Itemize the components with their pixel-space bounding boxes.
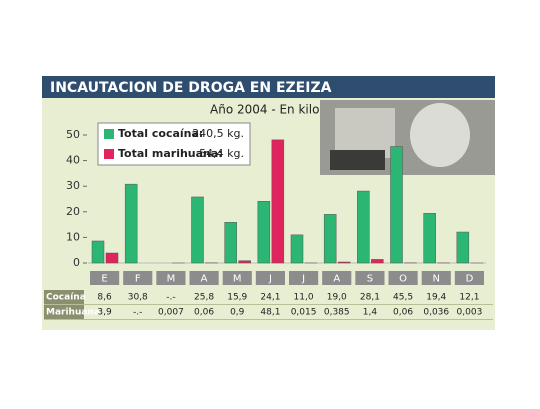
data-label: 19,0 <box>327 293 347 303</box>
bar <box>192 197 204 263</box>
data-label: 30,8 <box>128 293 148 303</box>
bar <box>125 184 137 263</box>
y-tick-label: 20 <box>66 205 80 218</box>
data-label: 0,385 <box>324 308 350 318</box>
x-tick-label: O <box>399 274 407 285</box>
bar <box>371 259 383 263</box>
legend-total: 54,4 kg. <box>199 147 244 160</box>
data-label: 0,06 <box>194 308 214 318</box>
x-tick-label: D <box>466 274 474 285</box>
data-label: 28,1 <box>360 293 380 303</box>
bar <box>272 140 284 263</box>
data-label: 12,1 <box>459 293 479 303</box>
bar <box>92 241 104 263</box>
x-tick-label: J <box>268 274 272 285</box>
bar <box>225 222 237 263</box>
data-label: 11,0 <box>294 293 314 303</box>
row-label: Cocaína <box>46 293 86 303</box>
photo-shape <box>410 103 470 167</box>
legend-swatch <box>104 129 114 139</box>
data-label: 19,4 <box>426 293 446 303</box>
x-tick-label: N <box>433 274 440 285</box>
data-label: 0,003 <box>457 308 483 318</box>
data-label: 1,4 <box>363 308 378 318</box>
x-tick-label: M <box>233 274 242 285</box>
data-label: 25,8 <box>194 293 214 303</box>
x-tick-label: F <box>135 274 141 285</box>
row-label: Marihuana <box>46 308 100 318</box>
bar <box>258 201 270 263</box>
data-label: 0,9 <box>230 308 245 318</box>
x-tick-label: S <box>367 274 373 285</box>
chart-title: INCAUTACION DE DROGA EN EZEIZA <box>50 80 332 96</box>
bar <box>391 147 403 263</box>
data-label: 0,015 <box>291 308 317 318</box>
bar <box>338 262 350 263</box>
chart-subtitle: Año 2004 - En kilos <box>210 103 326 117</box>
photo-shape <box>330 150 385 170</box>
data-label: 48,1 <box>260 308 280 318</box>
bar <box>424 213 436 263</box>
bar <box>106 253 118 263</box>
data-label: 8,6 <box>97 293 112 303</box>
photo <box>320 100 495 175</box>
data-label: 0,036 <box>423 308 449 318</box>
bar <box>357 191 369 263</box>
x-tick-label: J <box>301 274 305 285</box>
data-label: 0,06 <box>393 308 413 318</box>
data-label: 15,9 <box>227 293 247 303</box>
x-tick-label: A <box>333 274 340 285</box>
data-label: 45,5 <box>393 293 413 303</box>
x-tick-label: A <box>201 274 208 285</box>
x-tick-label: M <box>167 274 176 285</box>
y-tick-label: 40 <box>66 154 80 167</box>
y-tick-label: 0 <box>73 256 80 269</box>
y-tick-label: 50 <box>66 128 80 141</box>
bar <box>291 235 303 263</box>
data-label: 24,1 <box>260 293 280 303</box>
bar <box>239 261 251 263</box>
data-label: -.- <box>166 293 175 303</box>
x-tick-label: E <box>101 274 107 285</box>
bar <box>457 232 469 263</box>
data-label: -.- <box>133 308 142 318</box>
data-label: 0,007 <box>158 308 184 318</box>
legend-total: 240,5 kg. <box>192 127 244 140</box>
legend-label: Total cocaína: <box>118 127 203 140</box>
legend-swatch <box>104 149 114 159</box>
bar <box>324 214 336 263</box>
data-label: 3,9 <box>97 308 112 318</box>
y-tick-label: 10 <box>66 230 80 243</box>
y-tick-label: 30 <box>66 179 80 192</box>
